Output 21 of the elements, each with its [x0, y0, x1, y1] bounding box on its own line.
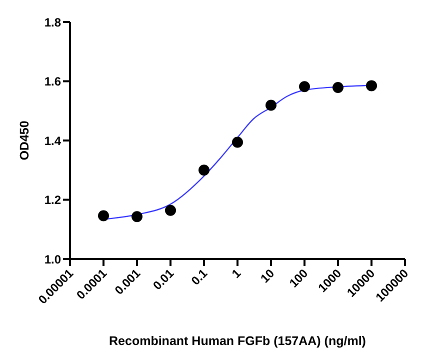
y-tick-label: 1.4	[44, 134, 62, 148]
point	[132, 211, 142, 222]
y-tick-label: 1.8	[44, 15, 62, 30]
point	[98, 210, 109, 222]
point	[198, 164, 210, 176]
y-tick-label: 1.0	[44, 252, 62, 266]
x-tick-label: 0.1	[188, 266, 210, 288]
x-tick-label: 0.01	[150, 266, 177, 293]
y-axis-title: OD450	[17, 120, 32, 160]
x-axis-title: Recombinant Human FGFb (157AA) (ng/ml)	[109, 334, 366, 348]
x-tick-label: 1	[228, 266, 244, 281]
y-tick-label: 1.2	[44, 193, 62, 208]
x-tick-label: 100	[286, 266, 311, 290]
point	[165, 204, 176, 216]
point	[299, 81, 310, 92]
x-tick-label: 10	[258, 266, 278, 286]
point	[332, 82, 344, 93]
point	[366, 80, 377, 92]
point	[266, 100, 276, 111]
point	[232, 136, 243, 148]
y-tick-label: 1.6	[44, 74, 62, 89]
